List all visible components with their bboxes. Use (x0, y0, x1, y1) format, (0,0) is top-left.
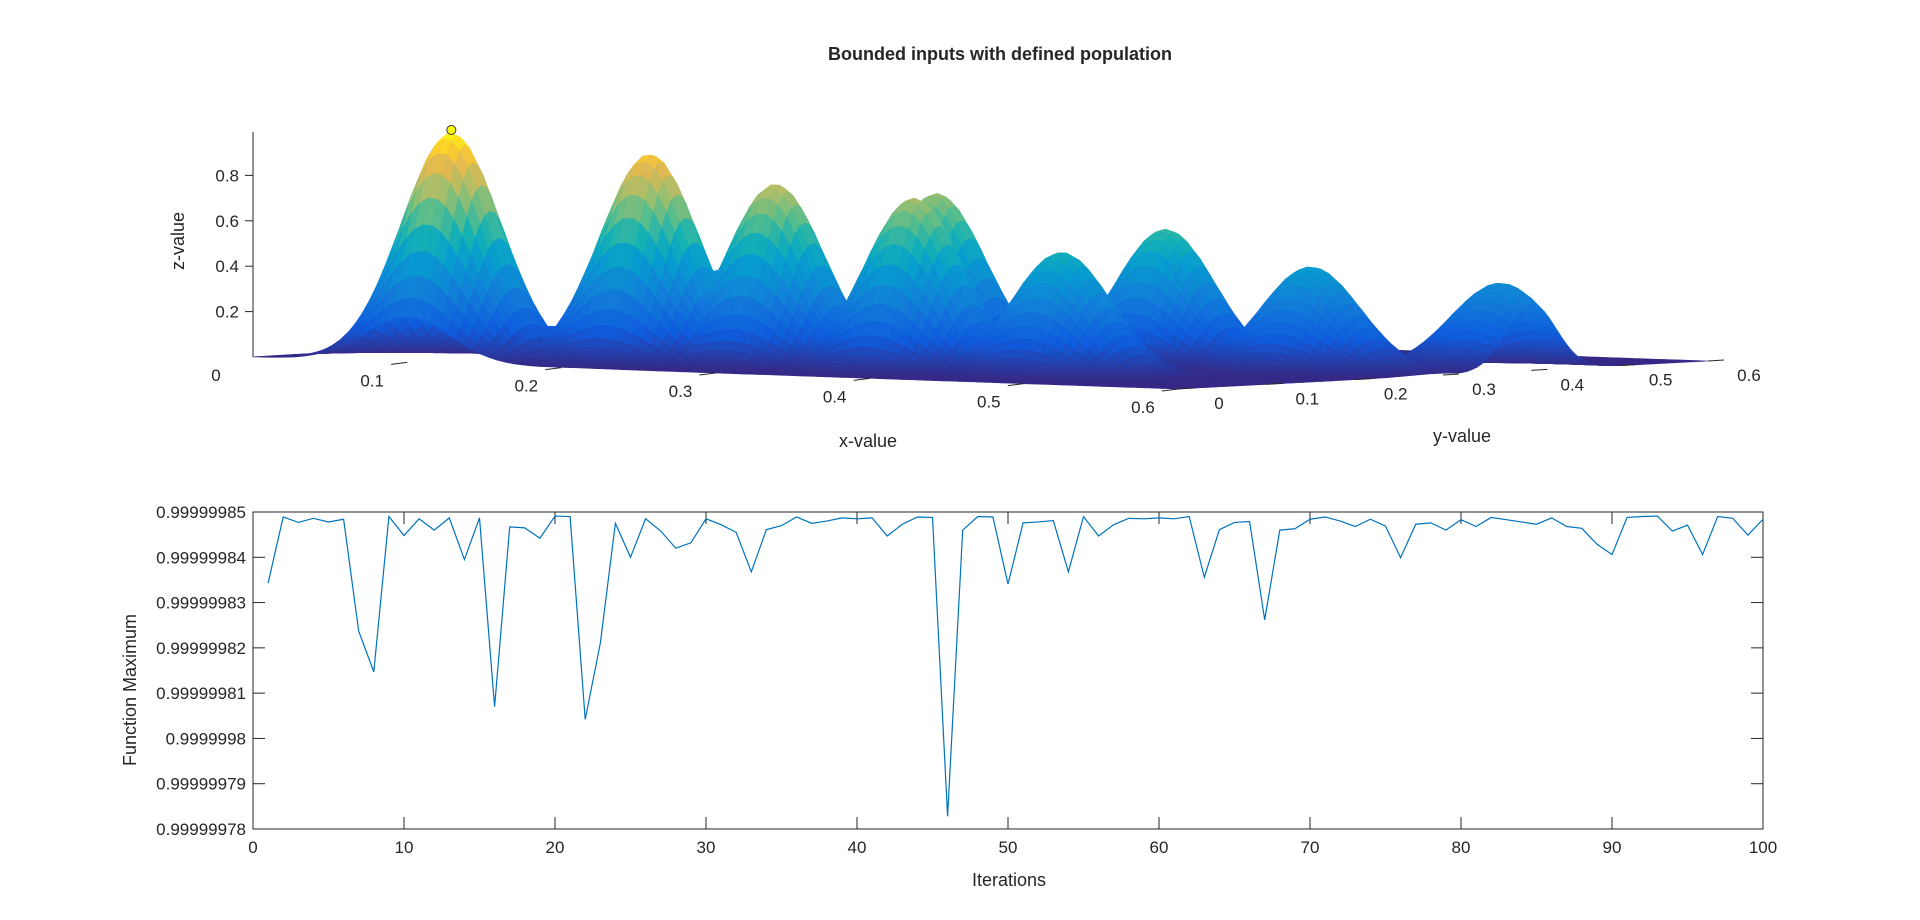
surface-mesh (252, 125, 1709, 390)
figure-title: Bounded inputs with defined population (828, 44, 1172, 64)
surface-plot: 0 0.1 0.2 0.3 0.4 0.5 0.6 0 0.1 0.2 0.3 0.4 0.5 0.60.… (168, 125, 1761, 451)
